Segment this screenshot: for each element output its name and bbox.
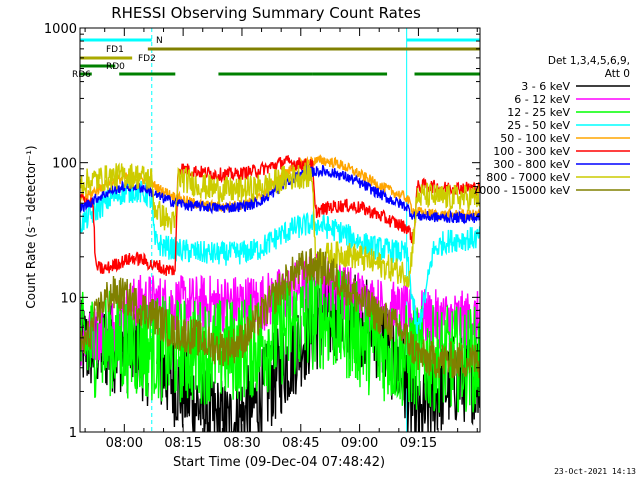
x-tick-label-2: 08:30 (223, 436, 260, 451)
legend-label-6: 100 - 300 keV (493, 145, 570, 158)
legend-label-8: 800 - 7000 keV (486, 171, 570, 184)
legend-label-2: 6 - 12 keV (514, 93, 570, 106)
flag-label-rd0: RD0 (106, 62, 125, 72)
x-tick-label-0: 08:00 (106, 436, 143, 451)
flag-label-fd2: FD2 (138, 54, 156, 64)
legend-label-5: 50 - 100 keV (500, 132, 570, 145)
legend-label-3: 12 - 25 keV (507, 106, 570, 119)
y-axis-label: Count Rate (s⁻¹ detector⁻¹) (24, 145, 38, 308)
plot-timestamp: 23-Oct-2021 14:13 (554, 467, 636, 476)
y-tick-label-0: 1 (69, 426, 77, 441)
plot-frame (79, 27, 481, 433)
y-tick-label-3: 1000 (44, 22, 77, 37)
flag-label-rd6: RD6 (72, 70, 91, 80)
x-tick-label-1: 08:15 (164, 436, 201, 451)
y-tick-label-1: 10 (60, 291, 77, 306)
x-tick-label-3: 08:45 (282, 436, 319, 451)
flag-label-n: N (156, 36, 163, 46)
plot-area: N FD1 FD2 RD0 RD6 1 10 100 1000 08:00 08:15 08:30 08… (44, 22, 481, 451)
x-tick-label-5: 09:15 (400, 436, 437, 451)
flag-label-fd1: FD1 (106, 45, 124, 55)
legend-label-4: 25 - 50 keV (507, 119, 570, 132)
x-tick-label-4: 09:00 (341, 436, 378, 451)
series-group (80, 153, 480, 432)
x-axis-label: Start Time (09-Dec-04 07:48:42) (173, 455, 385, 470)
legend-label-1: 3 - 6 keV (521, 80, 570, 93)
series-line-8 (80, 160, 480, 288)
legend-detector-line: Det 1,3,4,5,6,9, (548, 55, 630, 67)
legend-label-7: 300 - 800 keV (493, 158, 570, 171)
series-line-4 (80, 179, 480, 335)
legend-label-9: 7000 - 15000 keV (472, 184, 570, 197)
chart-title: RHESSI Observing Summary Count Rates (111, 4, 421, 22)
series-line-9 (80, 248, 480, 379)
y-tick-label-2: 100 (52, 157, 77, 172)
legend-attenuator-line: Att 0 (605, 68, 630, 80)
